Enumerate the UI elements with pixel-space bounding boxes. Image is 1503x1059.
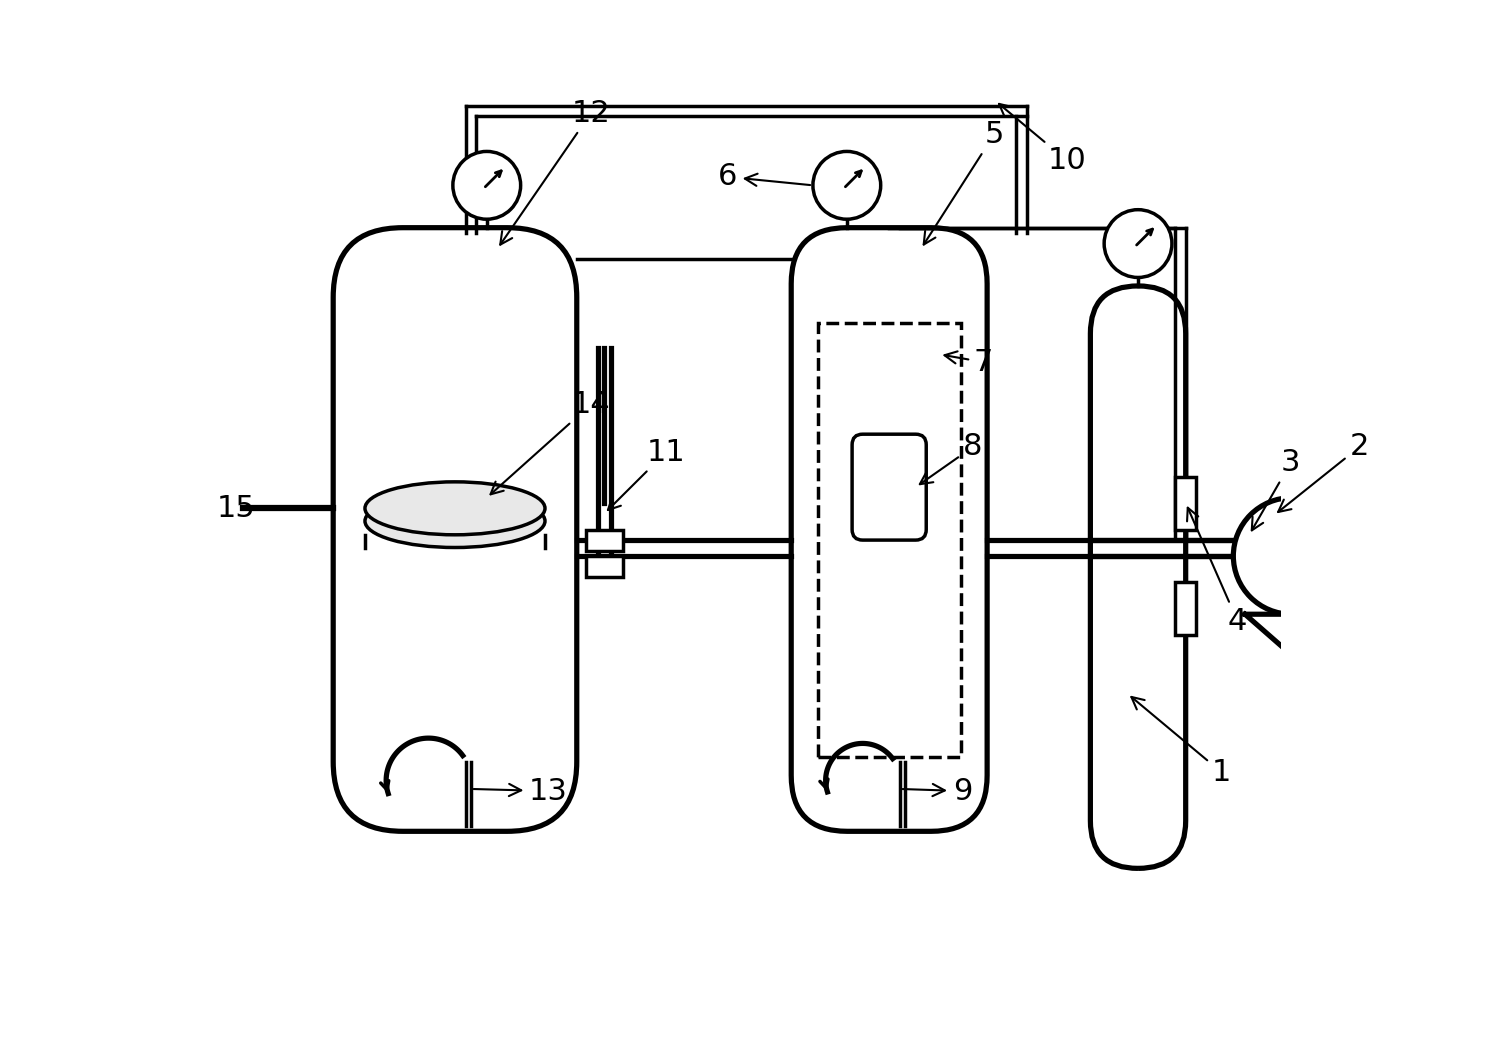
Text: 1: 1 — [1132, 697, 1231, 787]
Ellipse shape — [365, 495, 546, 548]
Text: 7: 7 — [944, 347, 993, 377]
Text: 5: 5 — [924, 120, 1004, 245]
Bar — [1175, 477, 1196, 530]
Text: 4: 4 — [1187, 507, 1247, 636]
Text: 14: 14 — [490, 390, 610, 495]
Text: 13: 13 — [473, 776, 568, 806]
FancyBboxPatch shape — [791, 228, 987, 831]
Ellipse shape — [1105, 210, 1172, 277]
Text: 10: 10 — [999, 104, 1087, 176]
FancyBboxPatch shape — [1090, 286, 1186, 868]
Ellipse shape — [1234, 498, 1350, 614]
Bar — [818, 323, 960, 757]
Text: 3: 3 — [1252, 448, 1300, 531]
Bar — [586, 556, 622, 577]
Text: 8: 8 — [920, 432, 983, 484]
FancyBboxPatch shape — [852, 434, 926, 540]
Ellipse shape — [452, 151, 520, 219]
Text: 11: 11 — [607, 437, 685, 510]
Bar — [1175, 582, 1196, 635]
Ellipse shape — [365, 482, 546, 535]
Bar — [586, 530, 622, 551]
Text: 2: 2 — [1278, 432, 1369, 511]
Text: 9: 9 — [902, 776, 972, 806]
FancyBboxPatch shape — [334, 228, 577, 831]
Text: 12: 12 — [500, 98, 610, 245]
Text: 15: 15 — [216, 493, 256, 523]
Text: 6: 6 — [717, 162, 810, 192]
Ellipse shape — [813, 151, 881, 219]
